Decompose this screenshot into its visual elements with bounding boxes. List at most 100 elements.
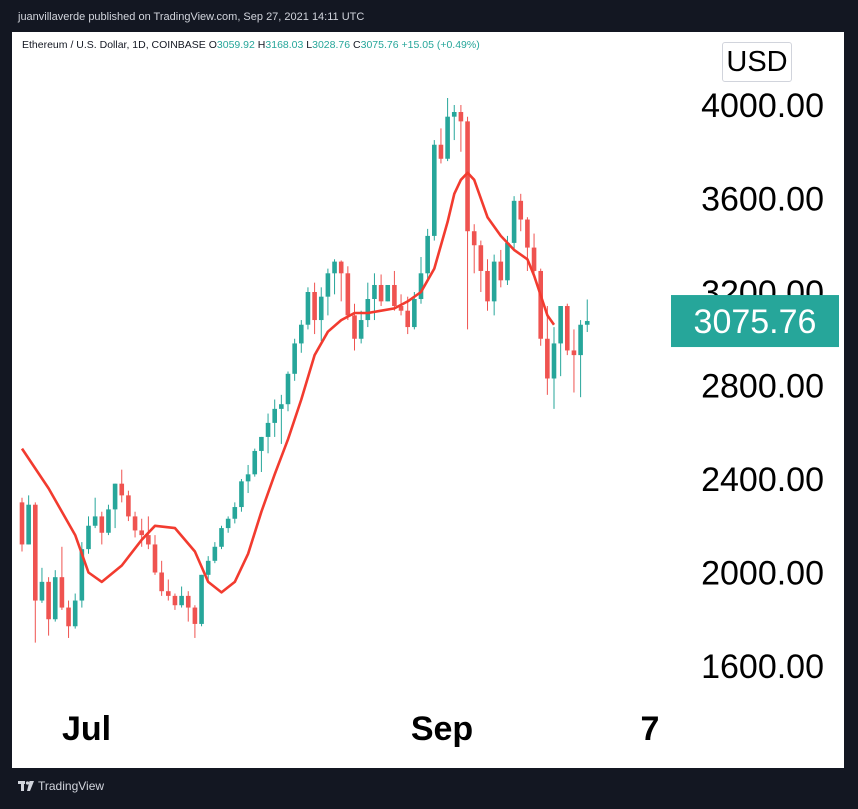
candle-body	[518, 200, 524, 220]
candle-body	[325, 273, 331, 297]
candle-body	[99, 516, 105, 533]
y-tick-label: 1600.00	[701, 648, 824, 686]
candle-body	[491, 261, 497, 302]
candle-body	[551, 343, 557, 379]
candle-body	[199, 574, 204, 624]
candle-body	[338, 261, 344, 274]
candle-body	[538, 270, 543, 339]
candle-body	[185, 595, 191, 608]
candle-body	[279, 404, 284, 409]
y-tick-label: 2800.00	[701, 368, 824, 406]
candle-body	[305, 292, 311, 325]
candle-body	[358, 320, 364, 339]
candle-body	[571, 350, 577, 356]
change-value: +15.05 (+0.49%)	[401, 39, 480, 51]
symbol-label[interactable]: Ethereum / U.S. Dollar, 1D, COINBASE	[22, 39, 206, 51]
candle-body	[239, 481, 244, 508]
candle-body	[159, 572, 164, 592]
candle-body	[212, 546, 218, 561]
candle-body	[59, 577, 65, 608]
tradingview-logo-icon[interactable]	[18, 780, 34, 792]
candle-body	[445, 116, 450, 159]
candle-body	[471, 231, 477, 246]
candle-body	[179, 595, 184, 606]
candle-body	[531, 247, 537, 271]
candle-body	[225, 518, 231, 529]
candle-body	[292, 343, 297, 374]
candle-body	[166, 591, 171, 596]
candle-body	[545, 338, 550, 379]
candle-body	[432, 144, 437, 236]
candle-body	[511, 200, 517, 243]
candle-body	[405, 310, 410, 328]
low-value: 3028.76	[312, 39, 351, 51]
candle-body	[139, 530, 144, 536]
candle-body	[312, 292, 317, 321]
candle-body	[265, 422, 271, 437]
candle-body	[52, 577, 58, 620]
candle-body	[79, 549, 85, 601]
candle-body	[112, 483, 118, 510]
moving-average-line	[20, 171, 556, 594]
candle-body	[378, 284, 384, 302]
candle-body	[565, 306, 570, 351]
candle-body	[92, 516, 98, 526]
candle-body	[392, 284, 397, 307]
y-tick-label: 2000.00	[701, 555, 824, 593]
y-tick-label: 2400.00	[701, 461, 824, 499]
candle-body	[465, 121, 470, 232]
x-tick-label: 7	[641, 710, 660, 748]
candle-body	[498, 261, 504, 281]
candle-body	[365, 299, 371, 321]
candle-body	[398, 306, 404, 311]
price-chart[interactable]: 1600.002000.002400.002800.003200.003600.…	[12, 32, 844, 768]
candle-body	[106, 509, 111, 533]
high-value: 3168.03	[265, 39, 304, 51]
candle-body	[252, 450, 258, 475]
candle-body	[192, 607, 198, 624]
candle-body	[332, 261, 337, 274]
chart-panel[interactable]: 1600.00 2000.00 2400.00 2800.00 3200.00 3600.…	[12, 32, 844, 768]
candle-body	[132, 516, 138, 531]
candle-body	[352, 315, 357, 339]
candle-body	[39, 581, 45, 601]
candle-body	[26, 504, 31, 545]
currency-label[interactable]: USD	[722, 42, 792, 82]
candle-body	[72, 600, 78, 627]
candle-body	[66, 607, 71, 627]
close-label: C	[353, 39, 361, 51]
ohlc-legend: Ethereum / U.S. Dollar, 1D, COINBASE O30…	[22, 39, 480, 51]
candle-body	[558, 306, 563, 344]
candle-body	[205, 560, 211, 575]
candle-body	[318, 296, 324, 321]
candle-body	[272, 408, 277, 423]
open-label: O	[208, 39, 217, 51]
candle-body	[525, 219, 530, 248]
candle-body	[33, 504, 38, 601]
candle-body	[372, 284, 377, 300]
low-label: L	[306, 39, 313, 51]
candle-body	[152, 544, 158, 573]
footer-bar: TradingView	[0, 768, 858, 809]
candle-body	[425, 235, 430, 274]
x-tick-label: Sep	[411, 710, 473, 748]
candle-body	[385, 284, 391, 302]
candle-body	[19, 502, 25, 545]
candle-body	[172, 595, 178, 606]
y-tick-label: 3600.00	[701, 181, 824, 219]
candle-body	[458, 112, 464, 122]
candle-body	[584, 321, 590, 325]
tradingview-brand[interactable]: TradingView	[38, 779, 105, 793]
candle-body	[119, 483, 125, 496]
candle-body	[126, 495, 131, 517]
candle-body	[505, 242, 510, 281]
open-value: 3059.92	[216, 39, 255, 51]
x-tick-label: Jul	[62, 710, 111, 748]
candle-body	[245, 474, 251, 482]
publisher-text: juanvillaverde published on TradingView.…	[18, 11, 365, 23]
candle-body	[146, 535, 151, 545]
high-label: H	[257, 39, 266, 51]
candle-body	[219, 528, 224, 547]
last-price-badge	[671, 295, 839, 348]
candle-body	[418, 273, 424, 300]
